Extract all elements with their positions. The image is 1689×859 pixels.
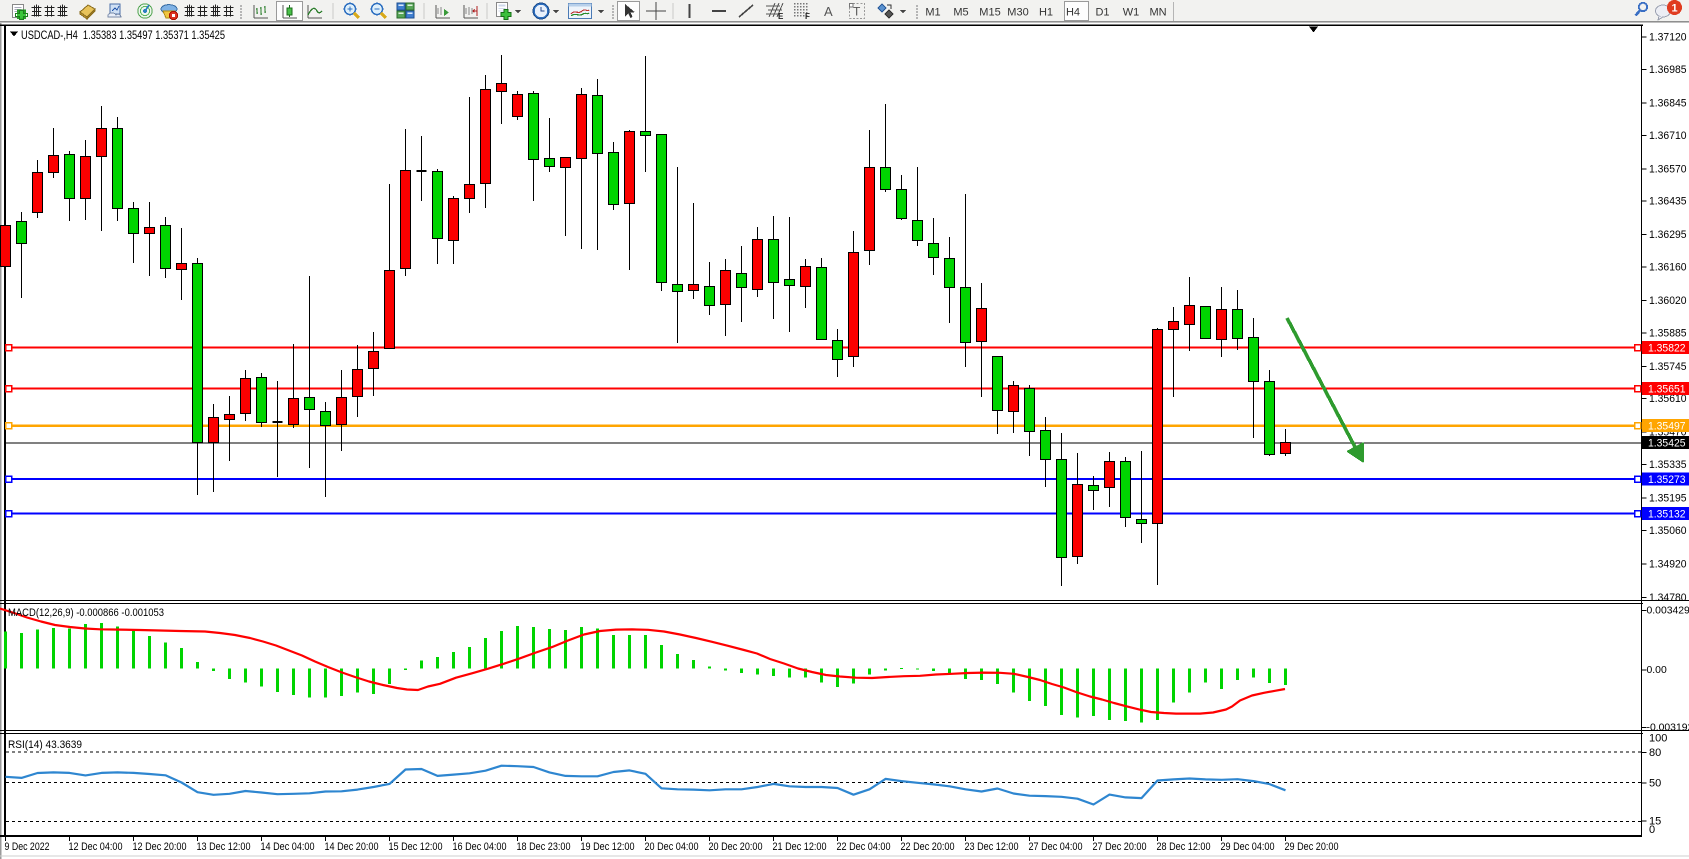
svg-text:1.35651: 1.35651 xyxy=(1648,384,1686,396)
svg-text:1.35610: 1.35610 xyxy=(1649,393,1687,405)
svg-text:28 Dec 12:00: 28 Dec 12:00 xyxy=(1157,841,1211,853)
svg-text:0: 0 xyxy=(1649,824,1655,836)
svg-text:50: 50 xyxy=(1649,778,1661,790)
svg-text:1.36710: 1.36710 xyxy=(1649,130,1687,142)
svg-text:14 Dec 20:00: 14 Dec 20:00 xyxy=(325,841,379,853)
svg-text:1.35885: 1.35885 xyxy=(1649,327,1687,339)
svg-text:1.36435: 1.36435 xyxy=(1649,196,1687,208)
svg-text:1.34780: 1.34780 xyxy=(1649,592,1687,604)
svg-text:MN: MN xyxy=(1149,7,1166,19)
svg-text:E: E xyxy=(778,12,784,21)
svg-text:1.36160: 1.36160 xyxy=(1649,262,1687,274)
svg-text:1.36020: 1.36020 xyxy=(1649,295,1687,307)
svg-text:29 Dec 04:00: 29 Dec 04:00 xyxy=(1221,841,1275,853)
svg-text:20 Dec 04:00: 20 Dec 04:00 xyxy=(645,841,699,853)
svg-text:1.35425: 1.35425 xyxy=(1648,438,1686,450)
svg-text:1.35060: 1.35060 xyxy=(1649,525,1687,537)
svg-text:27 Dec 20:00: 27 Dec 20:00 xyxy=(1093,841,1147,853)
svg-text:1.35822: 1.35822 xyxy=(1648,343,1686,355)
svg-text:RSI(14) 43.3639: RSI(14) 43.3639 xyxy=(8,739,82,751)
svg-text:14 Dec 04:00: 14 Dec 04:00 xyxy=(261,841,315,853)
svg-text:1.34920: 1.34920 xyxy=(1649,558,1687,570)
svg-text:T: T xyxy=(853,5,861,19)
svg-text:M1: M1 xyxy=(925,7,940,19)
svg-text:15 Dec 12:00: 15 Dec 12:00 xyxy=(389,841,443,853)
svg-text:22 Dec 20:00: 22 Dec 20:00 xyxy=(901,841,955,853)
svg-text:0.00: 0.00 xyxy=(1647,665,1667,676)
svg-text:1.35497: 1.35497 xyxy=(1648,421,1686,433)
svg-text:-0.003192: -0.003192 xyxy=(1647,723,1689,734)
svg-text:M15: M15 xyxy=(979,7,1000,19)
svg-text:80: 80 xyxy=(1649,747,1661,759)
svg-text:15: 15 xyxy=(1649,816,1661,828)
svg-text:1.35195: 1.35195 xyxy=(1649,492,1687,504)
svg-text:16 Dec 04:00: 16 Dec 04:00 xyxy=(453,841,507,853)
svg-text:27 Dec 04:00: 27 Dec 04:00 xyxy=(1029,841,1083,853)
svg-text:1.35335: 1.35335 xyxy=(1649,459,1687,471)
svg-text:1.36845: 1.36845 xyxy=(1649,98,1687,110)
svg-text:1.35132: 1.35132 xyxy=(1648,509,1686,521)
svg-text:22 Dec 04:00: 22 Dec 04:00 xyxy=(837,841,891,853)
svg-text:F: F xyxy=(805,12,810,21)
svg-text:13 Dec 12:00: 13 Dec 12:00 xyxy=(197,841,251,853)
svg-text:23 Dec 12:00: 23 Dec 12:00 xyxy=(965,841,1019,853)
svg-text:20 Dec 20:00: 20 Dec 20:00 xyxy=(709,841,763,853)
svg-text:1.36295: 1.36295 xyxy=(1649,229,1687,241)
svg-text:M5: M5 xyxy=(953,7,968,19)
svg-text:19 Dec 12:00: 19 Dec 12:00 xyxy=(581,841,635,853)
svg-text:H4: H4 xyxy=(1066,7,1080,19)
svg-text:100: 100 xyxy=(1649,733,1667,745)
svg-text:1.35745: 1.35745 xyxy=(1649,361,1687,373)
svg-text:H1: H1 xyxy=(1039,7,1053,19)
svg-text:D1: D1 xyxy=(1095,7,1109,19)
svg-text:0.003429: 0.003429 xyxy=(1647,606,1689,617)
svg-text:1.35273: 1.35273 xyxy=(1648,474,1686,486)
svg-text:9 Dec 2022: 9 Dec 2022 xyxy=(5,841,50,853)
svg-text:USDCAD-,H4 1.35383 1.35497 1.: USDCAD-,H4 1.35383 1.35497 1.35371 1.354… xyxy=(21,28,225,42)
svg-text:12 Dec 20:00: 12 Dec 20:00 xyxy=(133,841,187,853)
svg-text:18 Dec 23:00: 18 Dec 23:00 xyxy=(517,841,571,853)
svg-text:1.36570: 1.36570 xyxy=(1649,163,1687,175)
svg-text:A: A xyxy=(824,4,833,19)
svg-text:1.37120: 1.37120 xyxy=(1649,32,1687,44)
svg-text:1.36985: 1.36985 xyxy=(1649,64,1687,76)
svg-text:1: 1 xyxy=(1671,3,1677,15)
svg-text:29 Dec 20:00: 29 Dec 20:00 xyxy=(1285,841,1339,853)
svg-text:12 Dec 04:00: 12 Dec 04:00 xyxy=(69,841,123,853)
svg-text:W1: W1 xyxy=(1123,7,1140,19)
svg-text:21 Dec 12:00: 21 Dec 12:00 xyxy=(773,841,827,853)
svg-text:MACD(12,26,9) -0.000866 -0.001: MACD(12,26,9) -0.000866 -0.001053 xyxy=(8,607,164,619)
svg-text:M30: M30 xyxy=(1007,7,1028,19)
